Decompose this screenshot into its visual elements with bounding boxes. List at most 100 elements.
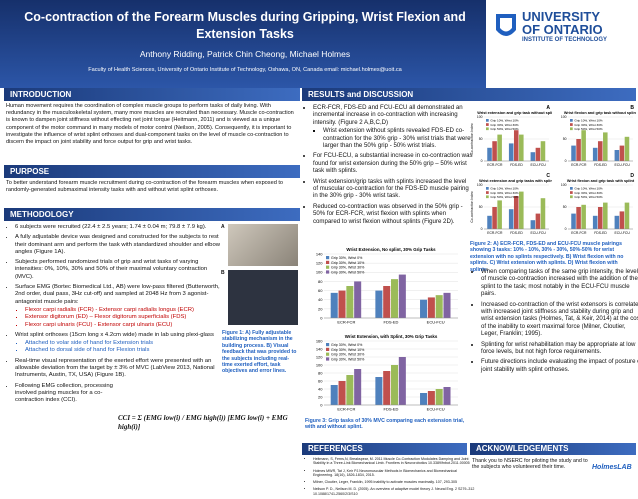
bullet: ECR-FCR, FDS-ED and FCU-ECU all demonstr… xyxy=(313,104,473,149)
result-bullets: When comparing tasks of the same grip in… xyxy=(472,268,638,376)
legend-swatch xyxy=(570,119,573,122)
x-tick-label: FDS-ED xyxy=(594,231,607,235)
sub-bullet: Attached to volar side of hand for Exten… xyxy=(25,340,225,347)
bullet-text: Following EMG collection, processing inv… xyxy=(15,382,113,404)
legend-label: Grip 50%, Wrist 50% xyxy=(490,127,519,131)
y-tick-label: 0 xyxy=(320,402,323,407)
bullet-text: Increased co-contraction of the wrist ex… xyxy=(481,300,638,338)
bar xyxy=(383,286,391,318)
legend-swatch xyxy=(326,270,330,274)
x-tick-label: ECU-FCU xyxy=(615,163,631,167)
panel-label: C xyxy=(546,173,550,179)
legend-swatch xyxy=(570,187,573,190)
figure-caption: Figure 1: A) Fully adjustable stabilizin… xyxy=(222,330,297,375)
bar xyxy=(540,198,546,229)
legend-label: Grip 30%, Wrist 30% xyxy=(574,123,603,127)
y-tick-label: 120 xyxy=(316,261,323,266)
sub-bullets: Wrist extension without splints revealed… xyxy=(313,127,473,149)
bar xyxy=(624,202,630,229)
bar xyxy=(383,371,391,405)
logo-shield xyxy=(496,14,516,36)
chart: Wrist extension and grip task without sp… xyxy=(470,105,552,167)
ack-text: Thank you to NSERC for piloting the stud… xyxy=(472,458,588,471)
bar xyxy=(427,297,435,318)
bullet: Wrist extension/grip tasks with splints … xyxy=(313,178,473,200)
x-tick-label: ECR-FCR xyxy=(487,231,503,235)
x-tick-label: ECR-FCR xyxy=(337,407,355,412)
references: Heitmann, S, Ferns,N, Breakspear, M. 201… xyxy=(304,457,475,499)
bar xyxy=(497,134,502,161)
x-tick-label: ECR-FCR xyxy=(571,231,587,235)
bar xyxy=(603,202,608,229)
bullet-text: Reduced co-contraction was observed in t… xyxy=(313,202,463,225)
reference: Neilson P. D., Neilson M. D. (2005). An … xyxy=(313,487,475,496)
chart-title: Wrist Extension, with Splint, 30% Grip T… xyxy=(345,334,438,339)
bar xyxy=(576,139,581,161)
figure-caption: Figure 2: A) ECR-FCR, FDS-ED and ECU-FCU… xyxy=(470,241,624,273)
legend-label: Grip 30%, Wrist 30% xyxy=(490,123,519,127)
y-tick-label: 80 xyxy=(318,370,323,375)
bar xyxy=(619,145,625,161)
legend-label: Grip 30%, Wrist 0% xyxy=(331,343,363,347)
bar xyxy=(330,385,338,405)
bullet: When comparing tasks of the same grip in… xyxy=(481,268,638,298)
section-heading: RESULTS and DISCUSSION xyxy=(302,88,636,101)
legend-label: Grip 30%, Wrist 0% xyxy=(331,256,363,260)
bullet-text: When comparing tasks of the same grip in… xyxy=(481,268,638,298)
chart-title: Wrist extension and grip task without sp… xyxy=(477,111,552,115)
bar xyxy=(391,365,399,405)
x-tick-label: ECU-FCU xyxy=(427,407,445,412)
bar xyxy=(576,207,581,229)
sub-bullet: Attached to dorsal side of hand for Flex… xyxy=(25,347,225,354)
bullet-text: Real-time visual representation of the e… xyxy=(15,357,215,379)
logo-text: UNIVERSITY OF ONTARIO INSTITUTE OF TECHN… xyxy=(522,10,607,45)
chart-title: Wrist Extension, No splint, 30% Grip Tas… xyxy=(346,247,436,252)
bar xyxy=(391,279,399,318)
y-axis-label: Co-contraction Index xyxy=(470,123,474,155)
bullet: For FCU-ECU, a substantial increase in c… xyxy=(313,152,473,174)
photo xyxy=(228,224,298,266)
y-tick-label: 100 xyxy=(477,183,483,187)
legend-label: Grip 50%, Wrist 50% xyxy=(574,195,603,199)
legend-label: Grip 30%, Wrist 30% xyxy=(574,191,603,195)
legend-swatch xyxy=(326,352,330,356)
bar xyxy=(354,281,362,318)
bar xyxy=(420,393,428,405)
y-tick-label: 140 xyxy=(316,346,323,351)
y-tick-label: 120 xyxy=(316,354,323,359)
bar xyxy=(508,143,514,161)
x-tick-label: FDS-ED xyxy=(594,163,607,167)
sub-bullet: Flexor carpi ulnaris (FCU) - Extensor ca… xyxy=(25,322,225,329)
x-tick-label: FDS-ED xyxy=(510,163,523,167)
y-tick-label: 0 xyxy=(565,159,567,163)
bar xyxy=(443,387,451,405)
bullet-text: Future directions include evaluating the… xyxy=(481,358,638,373)
bar xyxy=(614,215,620,229)
y-tick-label: 60 xyxy=(318,288,323,293)
section-heading: REFERENCES xyxy=(302,443,467,455)
y-tick-label: 0 xyxy=(320,315,323,320)
bar xyxy=(535,147,541,161)
bar xyxy=(398,274,406,318)
y-tick-label: 20 xyxy=(318,394,323,399)
lab-logo: HolmesLAB xyxy=(592,464,632,471)
reference: Holmes MWR, Tat J, Keir PJ.Neuromuscular… xyxy=(313,469,475,478)
bullet: 6 subjects were recruited (22.4 ± 2.5 ye… xyxy=(15,224,225,231)
bar xyxy=(603,132,608,161)
legend-label: Grip 10%, Wrist 10% xyxy=(574,119,603,123)
x-tick-label: ECU-FCU xyxy=(427,320,445,325)
bar xyxy=(535,213,541,229)
bullet-text: Splinting for wrist rehabilitation may b… xyxy=(481,340,636,356)
bullet: Increased co-contraction of the wrist ex… xyxy=(481,301,638,338)
x-tick-label: ECU-FCU xyxy=(615,231,631,235)
bar xyxy=(571,213,576,229)
bar xyxy=(592,147,598,161)
bar xyxy=(435,389,443,405)
logo-line: UNIVERSITY xyxy=(522,9,601,24)
formula: CCI = Σ (EMG low(i) / EMG high(i)) [EMG … xyxy=(118,414,288,431)
panel-label: D xyxy=(630,173,634,179)
bar xyxy=(508,209,514,229)
y-axis-label: Co-contraction Index xyxy=(470,191,474,223)
bar xyxy=(487,215,492,229)
section-heading: INTRODUCTION xyxy=(4,88,300,101)
